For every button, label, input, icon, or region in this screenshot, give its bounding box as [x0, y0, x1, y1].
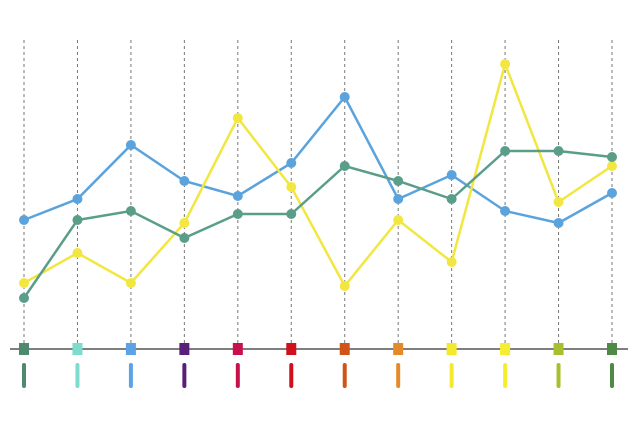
point — [179, 218, 190, 228]
point — [232, 209, 243, 219]
category-marker — [553, 343, 564, 355]
category-marker — [232, 343, 243, 355]
category-bar — [75, 363, 80, 388]
category-bar — [396, 363, 401, 388]
category-bar — [342, 363, 347, 388]
series-line — [23, 59, 613, 289]
point — [72, 248, 83, 258]
point — [553, 197, 564, 207]
category-marker — [179, 343, 190, 355]
category-marker — [446, 343, 457, 355]
category-marker — [125, 343, 136, 355]
point — [607, 188, 617, 198]
point — [232, 113, 243, 123]
category-marker — [19, 343, 29, 355]
category-marker — [286, 343, 297, 355]
point — [553, 146, 564, 156]
point — [446, 194, 457, 204]
point — [125, 278, 136, 288]
point — [125, 206, 136, 216]
category-marker — [607, 343, 617, 355]
point — [179, 233, 190, 243]
category-bar — [610, 363, 614, 388]
point — [286, 209, 297, 219]
category-bar — [556, 363, 561, 388]
point — [553, 218, 564, 228]
point — [393, 176, 404, 186]
point — [179, 176, 190, 186]
point — [19, 293, 29, 303]
category-bar — [503, 363, 508, 388]
category-marker — [72, 343, 83, 355]
point — [339, 161, 350, 171]
point — [72, 194, 83, 204]
category-marker — [500, 343, 511, 355]
series-line — [22, 149, 613, 299]
point — [339, 281, 350, 291]
category-bar — [289, 363, 294, 388]
point — [607, 152, 617, 162]
point — [72, 215, 83, 225]
point — [607, 161, 617, 171]
point — [500, 146, 511, 156]
point — [446, 257, 457, 267]
point — [500, 59, 511, 69]
point — [125, 140, 136, 150]
category-marker — [393, 343, 404, 355]
point — [393, 194, 404, 204]
series-line — [23, 94, 613, 225]
category-bar — [182, 363, 187, 388]
point — [232, 191, 243, 201]
point — [19, 215, 29, 225]
category-bar — [235, 363, 240, 388]
point — [339, 92, 350, 102]
category-bar — [128, 363, 133, 388]
category-bar — [22, 363, 26, 388]
point — [500, 206, 511, 216]
point — [393, 215, 404, 225]
point — [19, 278, 29, 288]
category-bar — [449, 363, 454, 388]
category-marker — [339, 343, 350, 355]
point — [286, 158, 297, 168]
point — [286, 182, 297, 192]
point — [446, 170, 457, 180]
